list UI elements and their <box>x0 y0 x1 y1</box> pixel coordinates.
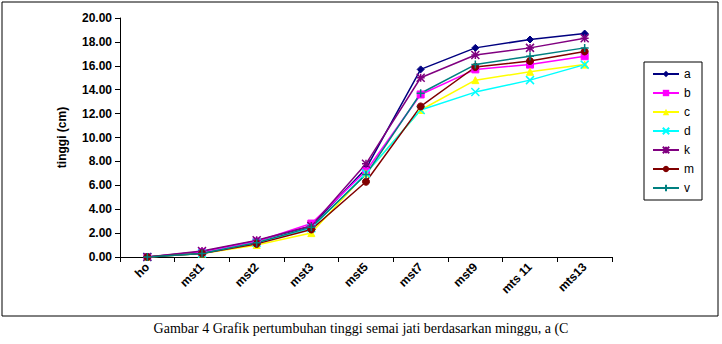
svg-text:ho: ho <box>132 260 152 280</box>
svg-text:20.00: 20.00 <box>82 11 112 25</box>
svg-text:4.00: 4.00 <box>89 202 113 216</box>
svg-text:m: m <box>684 162 694 176</box>
svg-text:tinggi (cm): tinggi (cm) <box>55 107 69 168</box>
svg-text:mts13: mts13 <box>555 260 590 295</box>
svg-text:v: v <box>684 181 690 195</box>
svg-text:mts 11: mts 11 <box>499 260 536 297</box>
svg-text:16.00: 16.00 <box>82 59 112 73</box>
svg-text:b: b <box>684 86 691 100</box>
svg-text:18.00: 18.00 <box>82 35 112 49</box>
svg-text:6.00: 6.00 <box>89 178 113 192</box>
svg-text:mst9: mst9 <box>451 260 481 290</box>
svg-text:mst7: mst7 <box>396 260 426 290</box>
svg-text:2.00: 2.00 <box>89 226 113 240</box>
svg-text:mst5: mst5 <box>341 260 371 290</box>
svg-text:Gambar 4 Grafik pertumbuhan ti: Gambar 4 Grafik pertumbuhan tinggi semai… <box>154 321 569 337</box>
svg-text:mst2: mst2 <box>232 260 262 290</box>
svg-text:14.00: 14.00 <box>82 83 112 97</box>
svg-text:mst1: mst1 <box>177 260 207 290</box>
svg-text:12.00: 12.00 <box>82 107 112 121</box>
svg-text:0.00: 0.00 <box>89 250 113 264</box>
svg-text:a: a <box>684 67 691 81</box>
svg-text:c: c <box>684 105 690 119</box>
svg-text:k: k <box>684 143 691 157</box>
svg-text:mst3: mst3 <box>287 260 317 290</box>
svg-text:d: d <box>684 124 691 138</box>
svg-text:10.00: 10.00 <box>82 131 112 145</box>
svg-text:8.00: 8.00 <box>89 154 113 168</box>
